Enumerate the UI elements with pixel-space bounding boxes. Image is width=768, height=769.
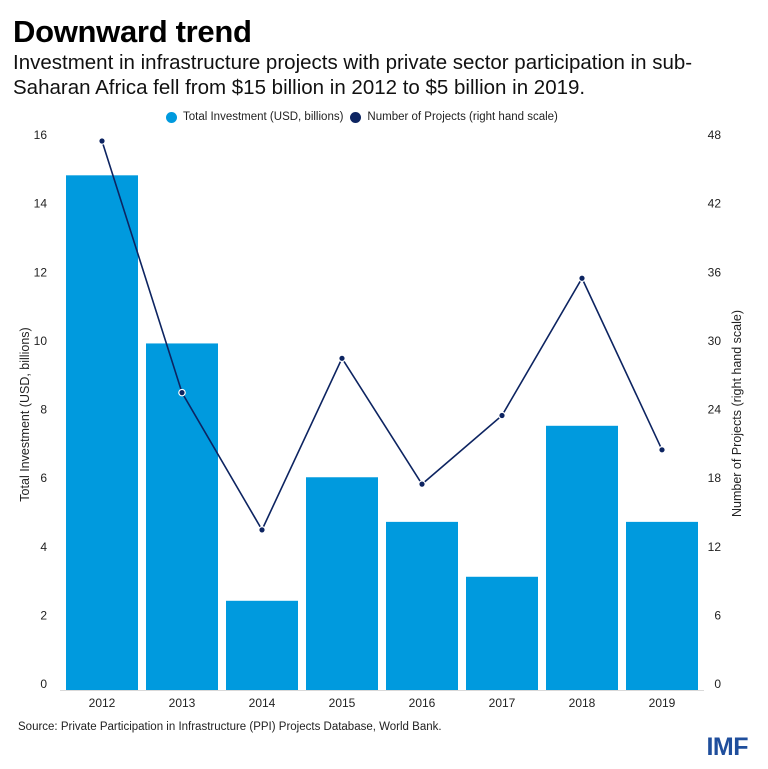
legend: Total Investment (USD, billions) Number … — [166, 111, 565, 123]
imf-logo: IMF — [706, 733, 748, 761]
y-left-tick-label: 14 — [34, 197, 48, 211]
y-right-tick-label: 12 — [708, 540, 722, 554]
y-left-tick-label: 10 — [34, 334, 48, 348]
legend-label-investment: Total Investment (USD, billions) — [183, 111, 344, 123]
point-2018[interactable] — [578, 274, 586, 283]
bar-2013[interactable] — [146, 343, 218, 690]
bar-2012[interactable] — [66, 175, 138, 690]
legend-marker-projects — [350, 111, 362, 123]
x-tick-label: 2013 — [169, 696, 196, 710]
y-right-tick-label: 30 — [708, 334, 722, 348]
y-left-tick-label: 6 — [40, 471, 47, 485]
projects-line — [101, 140, 663, 532]
bar-2014[interactable] — [226, 600, 298, 690]
x-tick-label: 2018 — [569, 696, 596, 710]
bar-2018[interactable] — [546, 425, 618, 690]
chart-subtitle: Investment in infrastructure projects wi… — [13, 51, 693, 99]
y-right-tick-label: 24 — [708, 403, 722, 417]
bar-2019[interactable] — [626, 521, 698, 690]
y-left-tick-label: 2 — [40, 608, 47, 622]
y-left-tick-label: 16 — [34, 128, 48, 142]
y-left-tick-label: 12 — [34, 265, 48, 279]
x-tick-label: 2019 — [649, 696, 676, 710]
y-axis-right-title: Number of Projects (right hand scale) — [730, 310, 744, 517]
y-right-tick-label: 48 — [708, 128, 722, 142]
y-right-tick-label: 42 — [708, 197, 722, 211]
chart-title: Downward trend — [13, 14, 252, 49]
y-axis-left: 0 2 4 6 8 10 12 14 16 — [34, 128, 48, 691]
legend-label-projects: Number of Projects (right hand scale) — [367, 111, 558, 123]
source-note: Source: Private Participation in Infrast… — [18, 721, 442, 733]
y-axis-right: 0 6 12 18 24 30 36 42 48 — [708, 128, 722, 691]
point-2012[interactable] — [98, 137, 106, 145]
y-left-tick-label: 4 — [40, 540, 47, 554]
bar-2015[interactable] — [306, 477, 378, 690]
line-series-projects — [98, 137, 666, 534]
point-2015[interactable] — [338, 354, 346, 363]
y-axis-left-title: Total Investment (USD, billions) — [18, 327, 32, 501]
point-2013[interactable] — [178, 388, 186, 397]
legend-marker-investment — [166, 111, 177, 123]
x-tick-label: 2012 — [89, 696, 116, 710]
legend-item-projects[interactable]: Number of Projects (right hand scale) — [350, 111, 558, 123]
point-2014[interactable] — [258, 526, 266, 534]
bar-series-investment — [66, 175, 698, 690]
y-right-tick-label: 0 — [714, 677, 721, 691]
y-right-tick-label: 36 — [708, 265, 722, 279]
x-tick-label: 2014 — [249, 696, 276, 710]
x-axis: 2012 2013 2014 2015 2016 2017 2018 2019 — [89, 696, 676, 710]
x-tick-label: 2016 — [409, 696, 436, 710]
x-tick-label: 2015 — [329, 696, 356, 710]
bar-2017[interactable] — [466, 576, 538, 690]
y-left-tick-label: 0 — [40, 677, 47, 691]
y-right-tick-label: 18 — [708, 471, 722, 485]
y-right-tick-label: 6 — [714, 608, 721, 622]
y-left-tick-label: 8 — [40, 403, 47, 417]
point-2017[interactable] — [498, 411, 506, 420]
x-tick-label: 2017 — [489, 696, 516, 710]
point-2019[interactable] — [658, 446, 666, 454]
legend-item-investment[interactable]: Total Investment (USD, billions) — [166, 111, 343, 123]
point-2016[interactable] — [418, 480, 426, 488]
bar-2016[interactable] — [386, 521, 458, 690]
